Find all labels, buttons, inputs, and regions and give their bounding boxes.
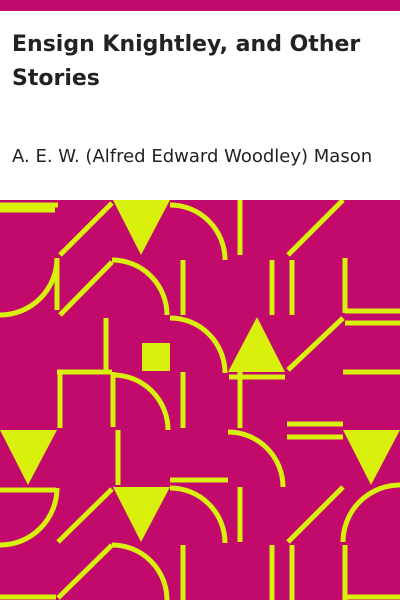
pattern-fills — [0, 317, 400, 542]
cover-pattern — [0, 200, 400, 600]
book-author: A. E. W. (Alfred Edward Woodley) Mason — [12, 146, 373, 167]
top-color-bar — [0, 0, 400, 11]
book-title: Ensign Knightley, and Other Stories — [12, 32, 361, 91]
pattern-shapes — [0, 200, 400, 600]
